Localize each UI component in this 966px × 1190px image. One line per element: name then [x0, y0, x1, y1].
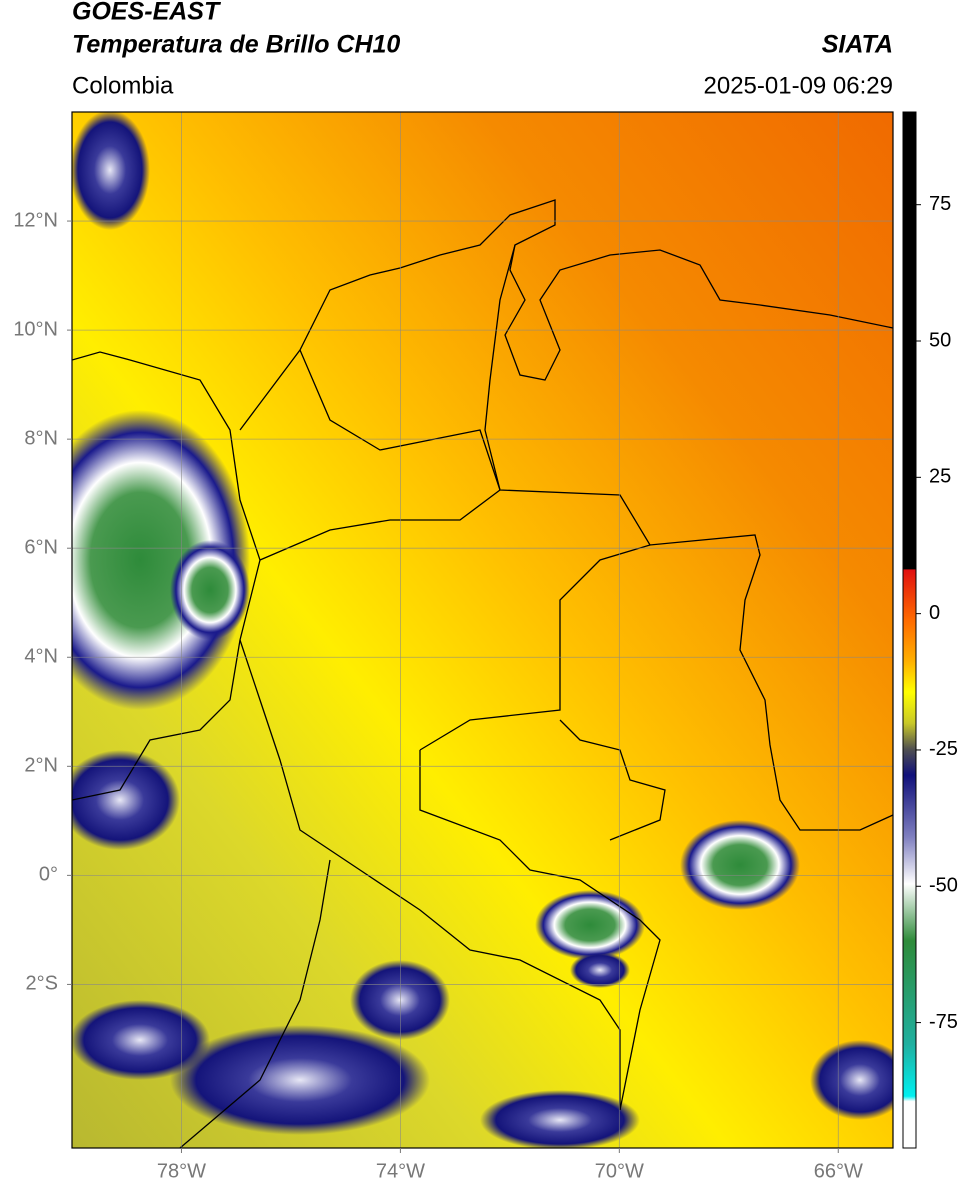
- grid: [72, 112, 893, 1148]
- colorbar-tick-label: -50: [929, 875, 958, 897]
- colorbar-tick-label: -25: [929, 738, 958, 760]
- y-tick-label: 4°N: [24, 646, 58, 668]
- y-tick-label: 2°N: [24, 755, 58, 777]
- colorbar-tick-label: 0: [929, 602, 940, 624]
- colorbar-tick-label: 25: [929, 466, 951, 488]
- region: Colombia: [72, 72, 174, 99]
- y-tick-label: 0°: [39, 864, 58, 886]
- source: SIATA: [822, 31, 893, 59]
- y-tick-label: 2°S: [26, 973, 58, 995]
- y-tick-label: 6°N: [24, 536, 58, 558]
- y-tick-label: 12°N: [13, 209, 58, 231]
- y-tick-label: 8°N: [24, 427, 58, 449]
- colorbar: [902, 111, 917, 1149]
- title: GOES-EAST: [72, 0, 222, 26]
- x-tick-label: 70°W: [595, 1160, 644, 1182]
- colorbar-tick-label: 75: [929, 193, 951, 215]
- colorbar-tick-label: -75: [929, 1011, 958, 1033]
- x-tick-label: 78°W: [157, 1160, 206, 1182]
- subtitle: Temperatura de Brillo CH10: [72, 31, 400, 59]
- y-tick-label: 10°N: [13, 318, 58, 340]
- map-frame: [71, 111, 894, 1149]
- timestamp: 2025-01-09 06:29: [704, 72, 894, 99]
- map-image: [72, 112, 893, 1148]
- x-tick-label: 66°W: [814, 1160, 863, 1182]
- x-tick-label: 74°W: [376, 1160, 425, 1182]
- colorbar-tick-label: 50: [929, 329, 951, 351]
